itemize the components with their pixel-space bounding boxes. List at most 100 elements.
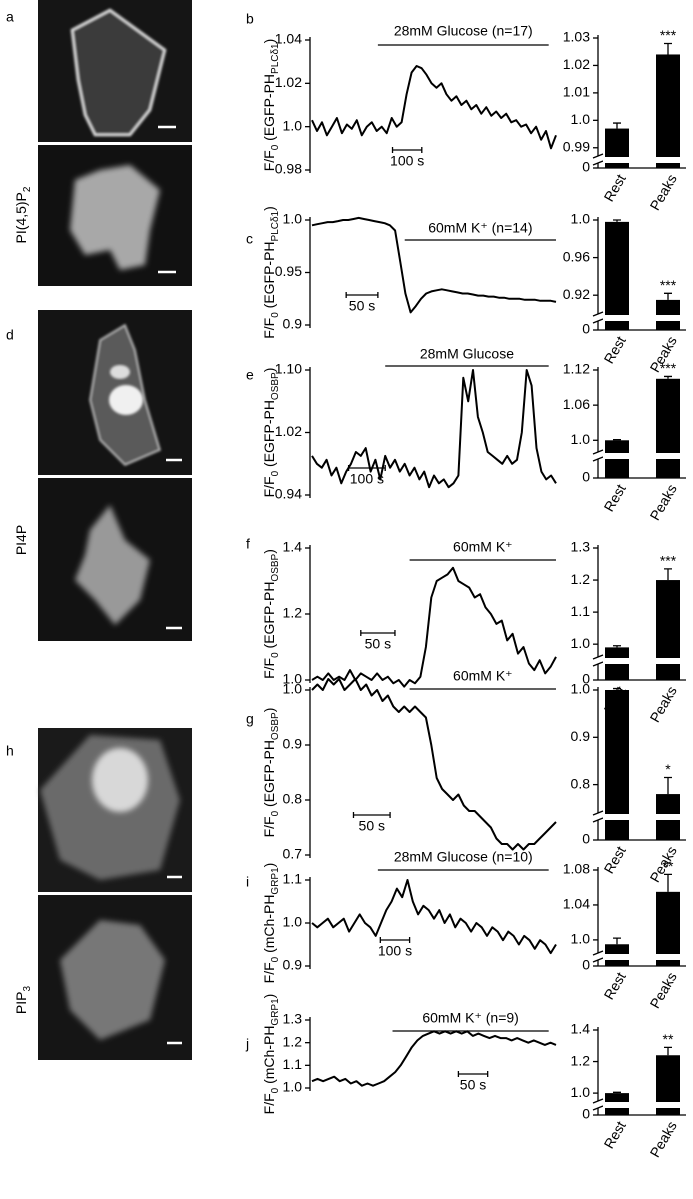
y-tick-label: 1.0 <box>283 681 303 697</box>
stimulus-label: 60mM K⁺ (n=14) <box>428 220 532 236</box>
y-axis-label-part: ) <box>261 206 277 211</box>
y-tick-label: 0.8 <box>571 775 591 791</box>
y-tick-label: 0.95 <box>275 263 302 279</box>
y-tick-label: 1.04 <box>275 31 302 47</box>
category-label: Rest <box>601 1118 629 1151</box>
y-tick-label: 1.4 <box>571 1021 591 1037</box>
y-tick-label: 1.3 <box>571 539 591 555</box>
y-tick-label: 1.0 <box>571 1084 591 1100</box>
bar <box>605 440 629 478</box>
y-tick-label: 1.0 <box>283 211 303 227</box>
time-scale-bar <box>379 937 411 943</box>
y-tick-label: 1.1 <box>283 871 303 887</box>
axis-break <box>592 311 604 324</box>
y-tick-label: 1.0 <box>283 1079 303 1095</box>
stimulus-label: 28mM Glucose (n=17) <box>394 23 533 39</box>
y-axis-label-part: ) <box>261 368 277 373</box>
error-bar <box>613 937 621 945</box>
panel-letter: f <box>246 536 250 552</box>
category-label: Peaks <box>646 1118 679 1160</box>
stimulus-label: 28mM Glucose (n=10) <box>394 849 533 865</box>
cell <box>60 920 165 1040</box>
time-scale-label: 100 s <box>378 943 412 959</box>
axis-break <box>592 449 604 462</box>
bar-break-gap <box>603 814 631 820</box>
y-tick-label: 0.9 <box>283 736 303 752</box>
y-axis-label: F/F0 (EGFP-PHPLCδ1) <box>261 206 281 339</box>
trace <box>311 65 557 150</box>
error-bar <box>664 873 672 892</box>
time-scale-bar <box>347 465 386 471</box>
y-tick-label: 0.94 <box>275 486 302 502</box>
bar <box>656 299 680 330</box>
bar-break-gap <box>603 157 631 163</box>
category-label: Rest <box>601 969 629 1002</box>
error-bar <box>664 568 672 581</box>
y-axis-label-part: (mCh-PH <box>261 895 277 957</box>
bar-break-gap <box>654 453 682 459</box>
bar-break-gap <box>654 315 682 321</box>
nucleus <box>109 385 143 415</box>
y-tick-label: 1.2 <box>571 571 591 587</box>
axis-break <box>592 810 604 823</box>
cell <box>70 165 160 270</box>
cell <box>75 505 150 625</box>
y-tick-label: 1.10 <box>275 361 302 377</box>
y-tick-label: 1.0 <box>571 211 591 227</box>
category-label: Peaks <box>646 171 679 213</box>
significance: ** <box>663 858 674 874</box>
y-axis-label-part: ) <box>261 549 277 554</box>
y-tick-label: 1.0 <box>571 111 591 127</box>
bar-break-gap <box>654 658 682 664</box>
y-axis-label-part: OSBP <box>270 553 281 581</box>
y-tick-label: 0 <box>582 831 590 847</box>
y-tick-label: 1.01 <box>563 84 590 100</box>
error-bar <box>613 219 621 222</box>
micrographs <box>38 0 192 1060</box>
y-axis-label-part: F/F <box>261 318 277 339</box>
time-scale-bar <box>457 1071 489 1077</box>
y-axis-label: F/F0 (EGFP-PHOSBP) <box>261 708 281 838</box>
y-tick-label: 1.0 <box>571 681 591 697</box>
y-axis-label-part: (EGFP-PH <box>261 740 277 811</box>
y-tick-label: 1.0 <box>283 117 303 133</box>
time-scale-label: 100 s <box>350 471 384 487</box>
y-tick-label: 0 <box>582 671 590 687</box>
y-tick-label: 0.8 <box>283 791 303 807</box>
stimulus-label: 60mM K⁺ (n=9) <box>422 1010 518 1026</box>
trace <box>311 1030 557 1087</box>
bar-break-gap <box>603 453 631 459</box>
y-tick-label: 1.04 <box>563 896 590 912</box>
panel-letter: h <box>6 743 14 759</box>
category-label: Rest <box>601 171 629 204</box>
time-scale-label: 50 s <box>359 818 385 834</box>
bar-break-gap <box>603 315 631 321</box>
y-axis-label-part: F/F <box>261 476 277 497</box>
error-bar <box>664 292 672 300</box>
y-axis-label-part: 0 <box>270 470 281 476</box>
y-axis-label-part: ) <box>261 708 277 713</box>
y-axis-label-part: PLCδ1 <box>270 43 281 74</box>
category-label: Rest <box>601 481 629 514</box>
error-bar <box>613 1091 621 1094</box>
y-tick-label: 0.96 <box>563 248 590 264</box>
y-tick-label: 0.99 <box>563 138 590 154</box>
y-tick-label: 0.98 <box>275 161 302 177</box>
y-axis-label: F/F0 (EGFP-PHOSBP) <box>261 549 281 679</box>
significance: * <box>665 761 671 777</box>
time-scale-bar <box>352 812 391 818</box>
significance: ** <box>663 1031 674 1047</box>
bar-break-gap <box>603 658 631 664</box>
y-tick-label: 1.06 <box>563 396 590 412</box>
y-tick-label: 1.3 <box>283 1011 303 1027</box>
panel-letter: g <box>246 711 254 727</box>
stimulus-label: 28mM Glucose <box>420 346 514 362</box>
error-bar <box>613 122 621 129</box>
y-axis-label-part: (EGFP-PH <box>261 74 277 145</box>
y-tick-label: 1.02 <box>275 423 302 439</box>
time-scale-label: 100 s <box>390 153 424 169</box>
y-tick-label: 0 <box>582 1106 590 1122</box>
y-tick-label: 1.02 <box>275 74 302 90</box>
y-axis-label-part: F/F <box>261 150 277 171</box>
panel-letter: j <box>245 1036 249 1052</box>
